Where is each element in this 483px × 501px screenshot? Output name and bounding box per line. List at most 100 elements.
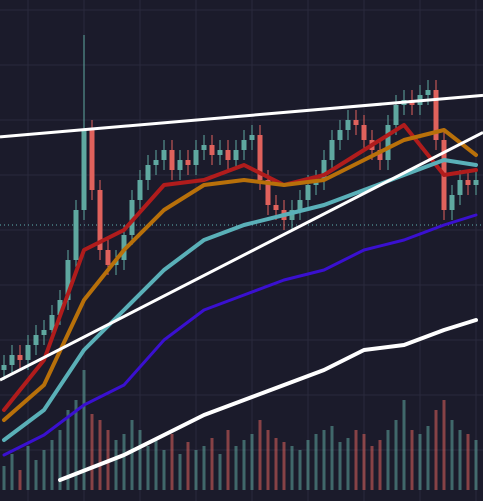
- candle-body: [241, 140, 247, 150]
- moving-average: [58, 318, 478, 482]
- candle-body: [249, 135, 255, 140]
- candle-body: [105, 250, 111, 265]
- candle-body: [273, 205, 279, 210]
- candle-body: [361, 125, 367, 140]
- candle-body: [209, 145, 215, 155]
- candle-body: [145, 165, 151, 180]
- candle-body: [297, 200, 303, 210]
- candle-body: [217, 150, 223, 155]
- moving-average: [2, 123, 478, 412]
- volume-bar: [170, 434, 174, 490]
- candle-body: [265, 180, 271, 205]
- candle-body: [65, 260, 71, 300]
- volume-bar: [386, 430, 390, 490]
- candle-body: [233, 150, 239, 160]
- volume-bar: [58, 430, 62, 490]
- candle-body: [73, 210, 79, 260]
- volume-bar: [82, 370, 86, 490]
- volume-bar: [50, 440, 54, 490]
- volume-bar: [258, 420, 262, 490]
- volume-bar: [410, 430, 414, 490]
- candle-body: [385, 125, 391, 160]
- volume-bar: [114, 440, 118, 490]
- trendline: [0, 93, 483, 139]
- volume-bar: [274, 438, 278, 490]
- candle-body: [33, 335, 39, 345]
- candle-body: [425, 90, 431, 95]
- moving-average: [2, 128, 478, 422]
- candle-body: [337, 130, 343, 140]
- volume-bar: [426, 426, 430, 490]
- volume-bar: [74, 400, 78, 490]
- volume-bar: [290, 446, 294, 490]
- candle-body: [377, 150, 383, 160]
- volume-bar: [98, 420, 102, 490]
- volume-bar: [314, 434, 318, 490]
- candle-body: [177, 160, 183, 170]
- moving-average: [2, 158, 478, 442]
- candle-body: [41, 330, 47, 335]
- volume-bar: [146, 446, 150, 490]
- volume-bar: [338, 442, 342, 490]
- volume-bar: [218, 454, 222, 490]
- volume-bar: [370, 446, 374, 490]
- candle-body: [169, 150, 175, 170]
- candle-body: [473, 180, 479, 185]
- volume-bar: [194, 450, 198, 490]
- volume-bar: [18, 470, 22, 490]
- volume-bar: [402, 400, 406, 490]
- candle-body: [465, 180, 471, 185]
- candle-body: [17, 355, 23, 360]
- volume-bar: [2, 466, 6, 490]
- volume-bar: [178, 454, 182, 490]
- volume-bar: [306, 440, 310, 490]
- candle-body: [449, 195, 455, 210]
- volume-bar: [378, 440, 382, 490]
- volume-bar: [322, 430, 326, 490]
- candle-body: [9, 355, 15, 365]
- candle-body: [193, 150, 199, 165]
- candle-body: [321, 160, 327, 180]
- volume-bar: [226, 430, 230, 490]
- moving-average: [2, 213, 478, 457]
- candle-body: [201, 145, 207, 150]
- candle-body: [457, 180, 463, 195]
- candle-body: [49, 315, 55, 330]
- volume-bar: [450, 420, 454, 490]
- trendline: [0, 131, 483, 382]
- candle-body: [433, 90, 439, 140]
- volume-bar: [354, 430, 358, 490]
- candle-body: [257, 135, 263, 180]
- volume-bar: [122, 434, 126, 490]
- candle-body: [393, 105, 399, 125]
- volume-bar: [434, 410, 438, 490]
- volume-bar: [418, 434, 422, 490]
- candle-body: [185, 160, 191, 165]
- volume-bar: [162, 450, 166, 490]
- volume-bar: [474, 440, 478, 490]
- candle-body: [129, 200, 135, 235]
- candle-body: [97, 190, 103, 250]
- volume-bar: [202, 446, 206, 490]
- candle-body: [1, 365, 7, 370]
- volume-bar: [154, 440, 158, 490]
- volume-bar: [394, 420, 398, 490]
- volume-bar: [66, 410, 70, 490]
- volume-bar: [26, 446, 30, 490]
- candle-body: [161, 150, 167, 160]
- volume-bar: [10, 454, 14, 490]
- candle-body: [345, 120, 351, 130]
- volume-bar: [330, 426, 334, 490]
- volume-bar: [250, 434, 254, 490]
- volume-bar: [362, 434, 366, 490]
- candle-body: [89, 130, 95, 190]
- volume-bar: [130, 420, 134, 490]
- candle-body: [25, 345, 31, 360]
- volume-bar: [242, 440, 246, 490]
- volume-bar: [90, 414, 94, 490]
- candle-body: [329, 140, 335, 160]
- volume-bar: [458, 430, 462, 490]
- volume-bar: [282, 442, 286, 490]
